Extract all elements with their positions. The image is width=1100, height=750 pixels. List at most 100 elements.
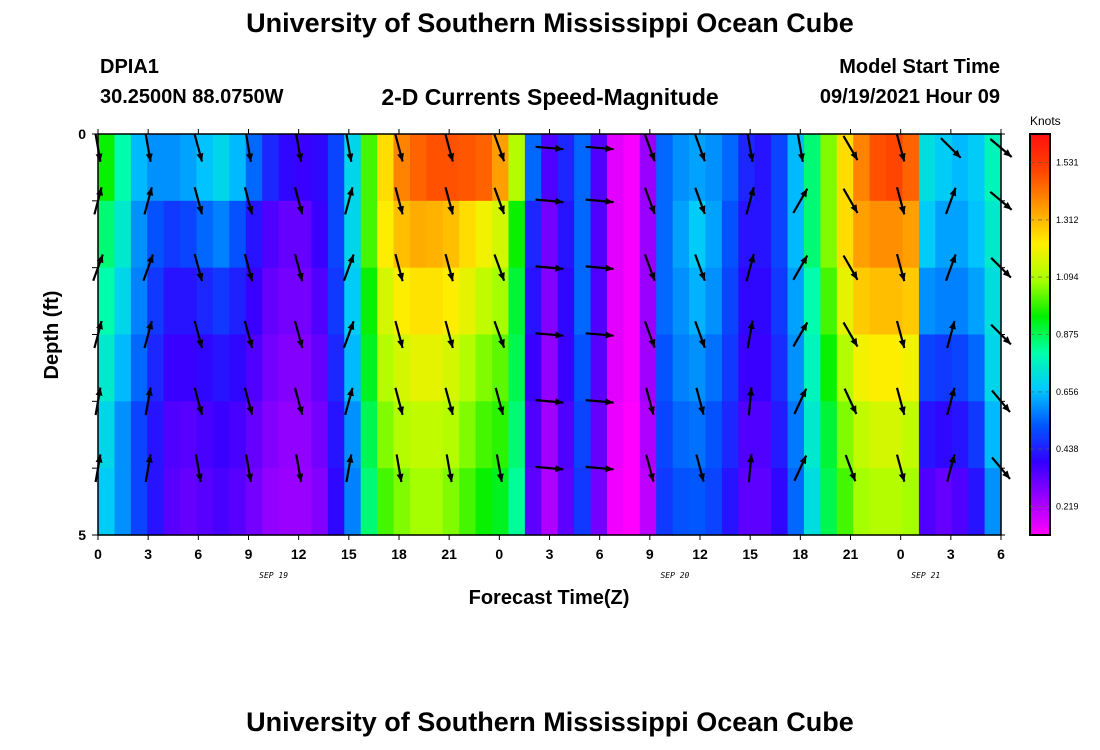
heatmap-cell [968, 401, 986, 469]
heatmap-cell [968, 334, 986, 402]
heatmap-cell [327, 134, 345, 202]
current-arrow [444, 187, 455, 215]
arrow-head [898, 339, 906, 348]
heatmap-cell [163, 267, 181, 336]
heatmap-cell [738, 267, 756, 336]
heatmap-cell [524, 134, 542, 202]
arrow-head [1002, 269, 1011, 278]
heatmap-cell [984, 401, 1002, 469]
heatmap-cell [606, 267, 624, 336]
heatmap-cell [130, 200, 148, 269]
heatmap-cell [459, 134, 477, 202]
heatmap-cell [754, 134, 772, 202]
heatmap-cell [721, 334, 739, 402]
heatmap-cell [869, 134, 887, 202]
current-arrow [944, 254, 957, 282]
heatmap-cell [754, 334, 772, 402]
heatmap-cell [656, 267, 674, 336]
arrow-head [648, 338, 656, 348]
date-label: SEP 20 [660, 571, 689, 580]
heatmap-cell [787, 134, 805, 202]
heatmap-cell [639, 267, 657, 336]
current-arrow [342, 254, 355, 282]
heatmap-cell [180, 468, 198, 536]
arrow-head [849, 472, 856, 482]
current-arrow [495, 454, 504, 483]
heatmap-cell [557, 267, 575, 336]
heatmap-cell [98, 334, 116, 402]
heatmap-cell [327, 334, 345, 402]
arrow-head [296, 272, 304, 282]
heatmap-cell [278, 134, 296, 202]
current-arrow [444, 253, 455, 282]
current-arrow [394, 187, 404, 215]
heatmap-cell [771, 200, 789, 269]
current-arrow [535, 465, 564, 473]
heatmap-cell [245, 401, 263, 469]
heatmap-cell [426, 200, 444, 269]
current-arrow [444, 134, 455, 162]
heatmap-cell [590, 401, 608, 469]
heatmap-cell [820, 267, 838, 336]
heatmap-cell [705, 200, 723, 269]
current-arrow [895, 387, 906, 416]
current-arrow [585, 398, 614, 406]
current-arrow [747, 387, 755, 416]
arrow-head [605, 398, 614, 406]
arrow-head [555, 145, 564, 152]
heatmap-cell [984, 267, 1002, 336]
heatmap-cell [426, 334, 444, 402]
heatmap-cell [771, 334, 789, 402]
heatmap-cell [853, 468, 871, 536]
arrow-head [949, 454, 956, 464]
heatmap-cell [951, 267, 969, 336]
arrow-head [648, 473, 655, 482]
heatmap-cell [951, 334, 969, 402]
heatmap-cell [935, 334, 953, 402]
heatmap-cell [344, 468, 362, 536]
current-arrow [946, 320, 956, 349]
heatmap-cell [377, 267, 395, 336]
heatmap-cell [229, 200, 247, 269]
heatmap-cell [721, 468, 739, 536]
heatmap-cell [771, 134, 789, 202]
heatmap-cell [147, 200, 165, 269]
heatmap-cell [721, 200, 739, 269]
heatmap-cell [935, 267, 953, 336]
heatmap-cell [918, 401, 936, 469]
heatmap-cell [639, 134, 657, 202]
arrow-head [196, 406, 204, 415]
heatmap-cell [409, 267, 427, 336]
current-arrow [245, 454, 253, 483]
heatmap-cell [935, 134, 953, 202]
heatmap-cell [311, 134, 329, 202]
arrow-head [347, 321, 355, 331]
arrow-head [1002, 403, 1010, 413]
heatmap-cell [377, 134, 395, 202]
current-arrow [792, 188, 809, 214]
current-arrow [895, 454, 906, 482]
arrow-head [555, 398, 564, 406]
arrow-head [196, 152, 204, 162]
current-arrow [295, 454, 304, 483]
arrow-head [296, 339, 304, 348]
arrow-head [949, 387, 956, 397]
arrow-head [145, 387, 153, 396]
heatmap-cell [442, 200, 460, 269]
current-arrow [293, 387, 304, 416]
heatmap-cell [114, 334, 132, 402]
heatmap-cell [951, 200, 969, 269]
heatmap-cell [262, 334, 280, 402]
heatmap-cell [951, 401, 969, 469]
heatmap-cell [672, 267, 690, 336]
heatmap-cell [163, 134, 181, 202]
current-arrow [293, 253, 304, 282]
heatmap-cell [278, 200, 296, 269]
heatmap-cell [803, 134, 821, 202]
current-arrow [243, 387, 254, 416]
heatmap-cell [360, 468, 378, 536]
current-arrow [792, 321, 809, 348]
current-arrow [444, 387, 455, 416]
heatmap-cell [442, 468, 460, 536]
heatmap-cell [771, 267, 789, 336]
